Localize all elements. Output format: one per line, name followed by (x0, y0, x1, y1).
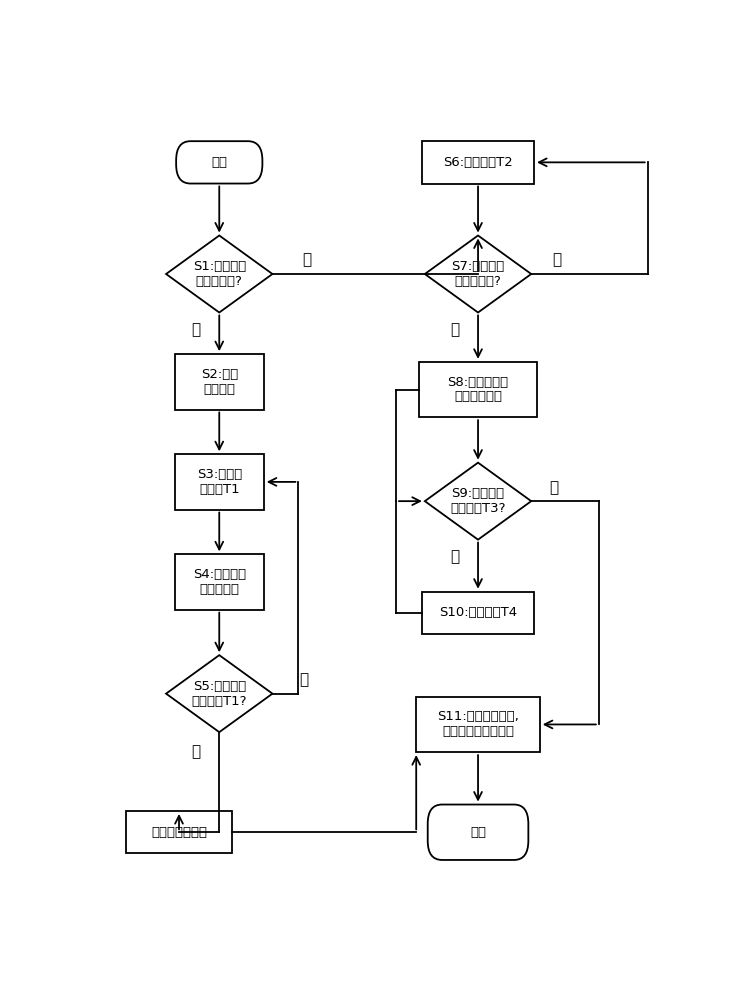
Text: 是: 是 (450, 322, 459, 337)
Polygon shape (425, 235, 531, 312)
Text: 取消按键被按下: 取消按键被按下 (151, 826, 207, 839)
Text: S2:进入
解冻模式: S2:进入 解冻模式 (200, 368, 238, 396)
Text: 结束: 结束 (470, 826, 486, 839)
Text: S1:解冻按键
是否被按下?: S1:解冻按键 是否被按下? (193, 260, 246, 288)
Text: 否: 否 (553, 253, 562, 268)
Text: S9:延时时间
是否达到T3?: S9:延时时间 是否达到T3? (450, 487, 506, 515)
Polygon shape (166, 235, 272, 312)
Text: 开始: 开始 (211, 156, 227, 169)
Text: 否: 否 (303, 253, 312, 268)
Text: S7:保温按键
是否被按下?: S7:保温按键 是否被按下? (451, 260, 505, 288)
Bar (174, 554, 264, 610)
Text: 否: 否 (450, 549, 459, 564)
Bar (419, 362, 537, 417)
Bar (174, 454, 264, 510)
FancyBboxPatch shape (427, 805, 528, 860)
Text: 是: 是 (191, 744, 201, 759)
Bar (422, 592, 534, 634)
Text: S5:烘烤时间
是否达到T1?: S5:烘烤时间 是否达到T1? (191, 680, 247, 708)
Text: 否: 否 (300, 672, 309, 687)
Bar (422, 141, 534, 184)
Bar (416, 697, 540, 752)
Text: S4:开启烘烤
模式并计时: S4:开启烘烤 模式并计时 (193, 568, 246, 596)
Text: S11:杆式开关弹起,
面包从加热腔中弹起: S11:杆式开关弹起, 面包从加热腔中弹起 (437, 710, 519, 738)
FancyBboxPatch shape (176, 141, 263, 184)
Text: S10:延迟时间T4: S10:延迟时间T4 (439, 606, 517, 619)
Text: S3:设定烘
烤时间T1: S3:设定烘 烤时间T1 (197, 468, 242, 496)
Text: 是: 是 (550, 480, 559, 495)
Bar (174, 354, 264, 410)
Polygon shape (166, 655, 272, 732)
Text: S8:开启保温模
式并开始延时: S8:开启保温模 式并开始延时 (447, 375, 508, 403)
Bar (126, 811, 232, 853)
Text: S6:延迟时间T2: S6:延迟时间T2 (443, 156, 513, 169)
Text: 是: 是 (191, 322, 201, 337)
Polygon shape (425, 463, 531, 540)
